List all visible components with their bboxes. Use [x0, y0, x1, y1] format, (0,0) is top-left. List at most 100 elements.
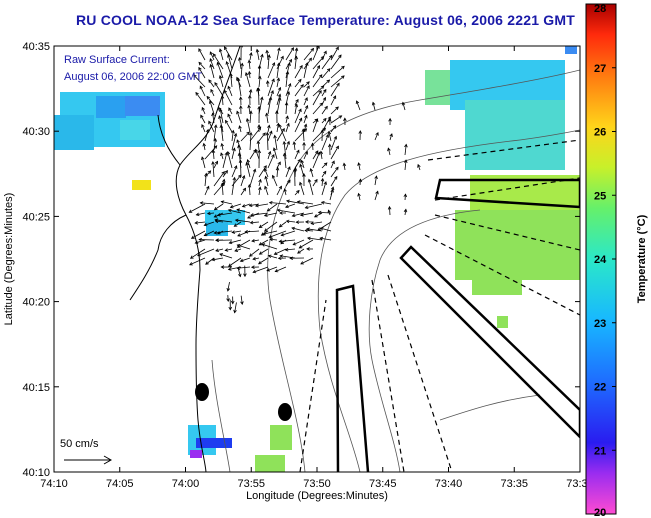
current-vector-arrow	[300, 257, 314, 265]
current-vector-arrow	[294, 84, 304, 97]
annotation-line-2: August 06, 2006 22:00 GMT	[64, 71, 202, 83]
current-vector-arrow	[218, 108, 224, 124]
current-vector-arrow	[222, 169, 228, 178]
current-vector-arrow	[403, 193, 408, 201]
x-tick-label: 74:10	[40, 478, 68, 490]
current-vector-arrow	[240, 62, 244, 79]
current-vector-arrow	[310, 221, 323, 226]
current-vector-arrow	[258, 248, 269, 255]
current-vector-arrow	[328, 118, 332, 126]
x-axis-label: Longitude (Degrees:Minutes)	[246, 490, 388, 502]
current-vector-arrow	[211, 112, 215, 124]
current-vector-arrow	[264, 185, 269, 196]
current-vector-arrow	[329, 188, 334, 201]
x-tick-label: 73:35	[500, 478, 528, 490]
current-vector-arrow	[208, 100, 215, 115]
current-vector-arrow	[200, 114, 206, 124]
current-vector-arrow	[249, 220, 260, 225]
current-vector-arrow	[268, 200, 287, 205]
current-vector-arrow	[238, 96, 243, 106]
current-vector-arrow	[387, 147, 391, 156]
current-vector-arrow	[403, 159, 408, 171]
current-vector-arrow	[312, 151, 321, 169]
current-vector-arrow	[216, 212, 233, 217]
current-vector-arrow	[248, 248, 260, 257]
current-vector-arrow	[285, 140, 290, 151]
current-vector-arrow	[321, 96, 327, 106]
current-vector-arrow	[371, 101, 376, 111]
current-vector-arrow	[265, 112, 269, 124]
current-vector-arrow	[231, 230, 242, 234]
current-vector-arrow	[230, 296, 235, 305]
current-vector-arrow	[303, 62, 309, 79]
current-vector-arrow	[240, 175, 246, 187]
current-vector-arrow	[292, 239, 305, 246]
current-vector-arrow	[330, 82, 340, 97]
current-vector-arrow	[374, 190, 379, 201]
current-vector-arrow	[388, 117, 392, 126]
current-vector-arrow	[227, 257, 242, 267]
current-vector-arrow	[218, 74, 224, 88]
current-vector-arrow	[284, 247, 296, 252]
x-axis-ticks: 74:10 74:05 74:00 73:55 73:50 73:45 73:40 73:35…	[40, 46, 594, 490]
current-vector-arrow	[249, 131, 253, 151]
current-vector-arrow	[286, 199, 305, 205]
current-vector-arrow	[203, 221, 215, 227]
colorbar	[585, 3, 617, 515]
current-vector-arrow	[273, 248, 287, 255]
current-vector-arrow	[275, 110, 279, 124]
current-vector-arrow	[294, 128, 308, 142]
current-vector-arrow	[258, 96, 264, 115]
current-vector-arrow	[251, 239, 260, 243]
current-vector-arrow	[312, 74, 323, 88]
current-vector-arrow	[247, 59, 252, 70]
current-vector-arrow	[227, 53, 233, 70]
current-vector-arrow	[276, 47, 281, 61]
x-tick-label: 73:55	[237, 478, 265, 490]
current-vector-arrow	[330, 166, 339, 178]
colorbar-label: Temperature (°C)	[636, 214, 648, 303]
colorbar-tick-label: 20	[594, 507, 606, 518]
current-vector-arrow	[209, 63, 215, 79]
current-vector-arrow	[195, 91, 206, 106]
current-vector-arrow	[276, 161, 281, 169]
current-vector-arrow	[330, 75, 345, 88]
current-vector-arrow	[220, 95, 225, 106]
current-vector-arrow	[276, 62, 281, 79]
current-vector-arrow	[295, 220, 305, 224]
current-vector-arrow	[244, 72, 251, 88]
current-vector-arrow	[231, 132, 238, 151]
current-vector-arrow	[218, 115, 224, 133]
y-tick-label: 40:35	[22, 41, 50, 53]
current-vector-arrow	[304, 203, 323, 210]
current-vector-arrow	[248, 88, 253, 97]
current-vector-arrow	[189, 248, 206, 259]
current-vector-arrow	[320, 200, 332, 205]
current-vector-arrow	[280, 230, 296, 237]
current-vector-arrow	[303, 104, 309, 115]
current-vector-arrow	[272, 147, 278, 160]
current-vector-arrow	[264, 175, 269, 187]
current-vector-arrow	[330, 160, 335, 169]
current-vector-arrow	[278, 239, 296, 244]
current-vector-arrow	[273, 134, 278, 151]
current-vector-arrow	[303, 150, 308, 160]
current-vector-arrow	[201, 156, 206, 169]
current-vector-arrow	[197, 248, 215, 257]
current-vector-arrow	[209, 58, 215, 70]
colorbar-tick-label: 27	[594, 63, 606, 75]
current-vector-arrow	[330, 135, 338, 151]
current-vector-arrow	[417, 163, 421, 171]
current-vector-arrow	[194, 239, 206, 245]
current-vector-arrow	[294, 108, 302, 124]
current-vector-arrow	[269, 237, 278, 242]
current-vector-arrow	[224, 248, 233, 252]
current-vector-arrow	[330, 115, 343, 124]
current-vector-arrow	[213, 124, 218, 142]
chart-title: RU COOL NOAA-12 Sea Surface Temperature:…	[75, 12, 575, 28]
current-vector-arrow	[246, 159, 251, 169]
current-vector-arrow	[283, 188, 287, 196]
current-vector-arrow	[289, 256, 305, 261]
current-vector-arrow	[327, 130, 332, 142]
current-vector-arrow	[330, 46, 339, 61]
